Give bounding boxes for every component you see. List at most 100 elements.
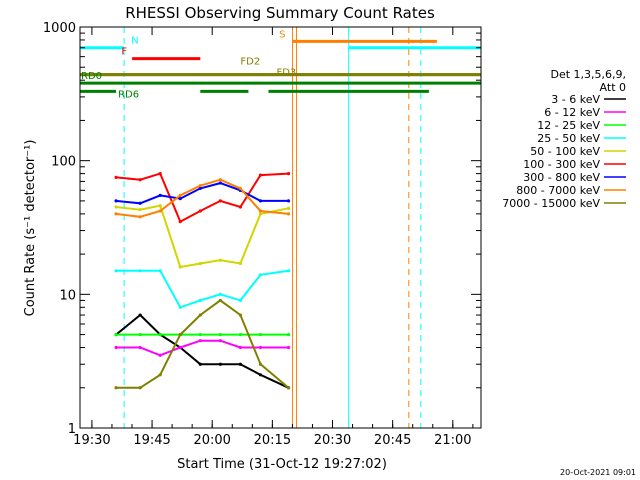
legend-header-1: Att 0 — [600, 81, 626, 94]
x-tick-label-4: 20:30 — [314, 433, 351, 448]
series-point-8-2 — [158, 373, 162, 377]
series-line-7 — [115, 178, 289, 218]
series-point-5-2 — [158, 172, 162, 176]
series-point-5-5 — [218, 199, 222, 203]
flag-label-RD0: RD0 — [81, 71, 102, 82]
legend-label-8: 7000 - 15000 keV — [502, 197, 600, 210]
flag-label-RD6: RD6 — [118, 89, 139, 100]
series-point-4-7 — [258, 212, 263, 216]
plot-frame — [79, 26, 482, 429]
series-line-4 — [115, 204, 289, 269]
y-tick-label-1: 10 — [59, 288, 76, 303]
series-point-4-2 — [158, 204, 162, 208]
flag-label-F: F — [121, 47, 127, 58]
series-point-3-1 — [138, 269, 142, 273]
series-point-5-1 — [138, 178, 142, 182]
series-point-5-8 — [286, 172, 291, 176]
series-point-8-3 — [178, 332, 182, 337]
series-point-1-7 — [258, 345, 263, 350]
series-point-3-2 — [158, 269, 162, 273]
series-point-2-8 — [286, 332, 291, 337]
series-point-5-0 — [114, 175, 118, 179]
series-point-7-0 — [114, 212, 118, 216]
series-point-6-2 — [158, 193, 162, 197]
series-point-1-6 — [238, 345, 242, 350]
series-point-4-5 — [218, 258, 222, 262]
y-axis-ticks: 1 10 100 1000 — [43, 21, 481, 437]
series-point-7-2 — [158, 209, 162, 213]
series-line-8 — [116, 299, 290, 389]
series-point-1-2 — [158, 353, 162, 357]
footer-timestamp: 20-Oct-2021 09:01 — [560, 468, 636, 477]
flag-label-FD2: FD2 — [240, 57, 260, 68]
series-point-4-4 — [198, 261, 202, 266]
series-point-3-4 — [198, 298, 202, 303]
series-point-3-8 — [286, 269, 291, 273]
series-point-8-1 — [138, 386, 142, 390]
chart-title: RHESSI Observing Summary Count Rates — [125, 4, 435, 22]
series-point-2-5 — [218, 332, 222, 337]
series-point-1-3 — [178, 345, 182, 350]
series-point-5-3 — [178, 220, 182, 224]
series-point-6-7 — [258, 199, 263, 203]
x-tick-label-2: 20:00 — [193, 433, 230, 448]
series-point-1-5 — [218, 339, 222, 343]
series-point-0-6 — [238, 362, 242, 366]
series-point-0-4 — [198, 362, 202, 366]
series-line-0 — [115, 313, 289, 389]
series-point-2-1 — [138, 332, 142, 337]
legend-label-6: 300 - 800 keV — [523, 171, 600, 184]
series-point-1-8 — [286, 345, 291, 350]
x-tick-label-0: 19:30 — [73, 433, 110, 448]
series-point-2-2 — [158, 332, 162, 337]
series-point-8-0 — [114, 386, 118, 390]
series-point-3-3 — [178, 305, 182, 309]
series-point-3-5 — [218, 292, 222, 296]
legend-label-5: 100 - 300 keV — [523, 158, 600, 171]
legend-label-3: 25 - 50 keV — [537, 132, 600, 145]
series-point-7-8 — [286, 212, 291, 216]
series-point-7-5 — [218, 178, 222, 182]
series-point-7-7 — [258, 209, 263, 213]
series-point-3-6 — [238, 298, 242, 303]
series-point-3-0 — [114, 269, 118, 273]
flag-label-FD3: FD3 — [276, 68, 296, 79]
series-point-7-3 — [178, 193, 182, 197]
flag-label-S: S — [279, 29, 285, 40]
legend-label-2: 12 - 25 keV — [537, 119, 600, 132]
series-point-4-1 — [138, 208, 142, 212]
series-point-8-6 — [238, 313, 242, 317]
series-point-8-7 — [258, 362, 263, 366]
y-axis-label: Count Rate (s⁻¹ detector⁻¹) — [23, 140, 38, 317]
legend-label-4: 50 - 100 keV — [530, 145, 600, 158]
series-point-5-6 — [238, 205, 242, 209]
series-point-7-1 — [138, 215, 142, 219]
series-point-6-0 — [114, 199, 118, 203]
legend-header-0: Det 1,3,5,6,9, — [550, 68, 626, 81]
series-point-2-6 — [238, 332, 242, 337]
flag-label-N: N — [131, 36, 138, 47]
x-tick-label-6: 21:00 — [434, 433, 471, 448]
series-point-4-0 — [114, 205, 118, 209]
series-point-6-3 — [178, 197, 182, 201]
series-point-8-8 — [286, 386, 291, 390]
series-point-6-8 — [286, 199, 291, 203]
series-line-3 — [116, 269, 289, 309]
series-point-7-4 — [198, 184, 202, 188]
x-axis-label: Start Time (31-Oct-12 19:27:02) — [177, 457, 387, 472]
series-point-2-7 — [258, 332, 263, 337]
series-point-5-7 — [258, 173, 263, 177]
series-point-1-0 — [114, 345, 118, 350]
series-point-1-4 — [198, 339, 202, 343]
series-point-4-6 — [238, 261, 242, 266]
x-tick-label-3: 20:15 — [254, 433, 291, 448]
y-tick-label-0: 1 — [68, 422, 76, 437]
series-point-0-7 — [258, 373, 263, 377]
series-point-7-6 — [238, 186, 242, 191]
series-point-3-7 — [258, 273, 263, 277]
series-point-0-1 — [138, 313, 142, 317]
series-point-8-5 — [218, 298, 222, 303]
series-point-6-4 — [198, 186, 202, 191]
